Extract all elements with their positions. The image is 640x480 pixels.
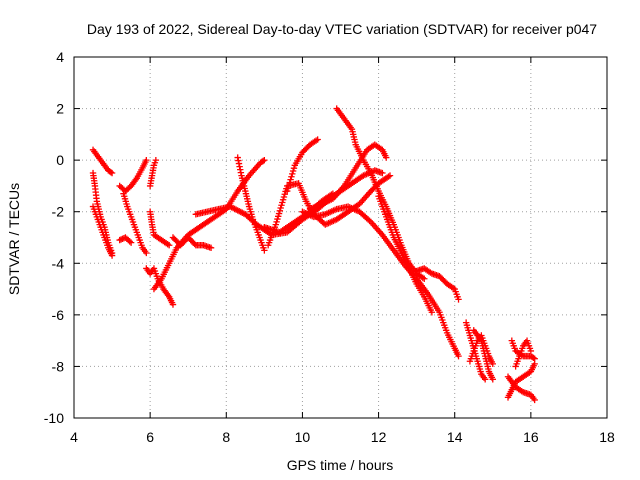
series-arc-03	[89, 203, 116, 259]
data-point	[385, 173, 392, 180]
data-point	[127, 239, 135, 246]
series-arc-08	[146, 208, 173, 249]
x-axis-tick-labels: 4 6 8 10 12 14 16 18	[70, 429, 615, 445]
series-arc-13	[234, 154, 268, 254]
data-points	[89, 105, 538, 404]
data-point	[191, 240, 198, 248]
series-arc-05	[116, 156, 150, 195]
y-tick-label: -6	[52, 307, 65, 323]
data-point	[481, 376, 489, 383]
data-point	[108, 252, 116, 259]
data-point	[284, 187, 291, 195]
x-tick-label: 6	[146, 429, 154, 445]
data-point	[366, 217, 373, 224]
x-tick-label: 16	[523, 429, 539, 445]
data-point	[287, 176, 294, 183]
data-point	[108, 169, 116, 177]
y-axis-tick-labels: -10 -8 -6 -4 -2 0 2 4	[44, 49, 64, 426]
data-point	[261, 247, 268, 254]
data-point	[152, 156, 160, 164]
data-point	[169, 301, 177, 308]
data-point	[489, 376, 496, 383]
data-point	[489, 360, 496, 368]
x-tick-label: 14	[447, 429, 463, 445]
data-point	[261, 156, 268, 164]
data-point	[421, 275, 428, 282]
x-tick-label: 18	[599, 429, 615, 445]
y-tick-label: -8	[52, 358, 65, 374]
data-point	[143, 156, 150, 164]
y-tick-label: 0	[56, 152, 64, 168]
series-arc-20	[375, 193, 436, 316]
series-arc-24	[470, 327, 496, 383]
data-point	[386, 172, 394, 179]
series-arc-28	[512, 337, 535, 370]
data-point	[288, 173, 295, 180]
series-arc-04	[120, 190, 150, 257]
data-point	[527, 347, 535, 355]
data-point	[379, 169, 386, 177]
data-point	[284, 185, 292, 192]
data-point	[107, 168, 115, 176]
data-point	[289, 170, 296, 178]
series-arc-09	[146, 156, 160, 190]
y-tick-label: -4	[52, 255, 65, 271]
x-tick-label: 4	[70, 429, 78, 445]
chart-title: Day 193 of 2022, Sidereal Day-to-day VTE…	[87, 21, 597, 37]
series-arc-21	[413, 265, 462, 303]
data-point	[455, 352, 462, 360]
data-point	[259, 157, 267, 165]
data-point	[126, 238, 133, 245]
series-arc-06	[116, 234, 135, 246]
data-point	[531, 396, 538, 404]
data-point	[531, 355, 538, 362]
data-point	[314, 136, 321, 143]
series-arc-07	[143, 265, 177, 308]
plot-frame	[73, 56, 608, 419]
series-arc-01	[89, 146, 116, 177]
data-point	[285, 182, 293, 189]
y-tick-label: -2	[52, 204, 65, 220]
data-point	[286, 179, 293, 186]
y-tick-label: 4	[56, 49, 64, 65]
x-axis-title: GPS time / hours	[287, 457, 394, 473]
data-point	[143, 249, 150, 257]
y-axis-title: SDTVAR / TECUs	[6, 183, 22, 295]
series-arc-19	[299, 203, 462, 360]
series-arc-27	[504, 373, 538, 404]
series-arc-11	[169, 234, 215, 252]
data-point	[530, 354, 537, 362]
x-tick-label: 12	[371, 429, 387, 445]
data-point	[207, 244, 215, 252]
y-tick-label: -10	[44, 410, 64, 426]
data-point	[382, 154, 390, 161]
data-point	[455, 296, 462, 303]
data-point	[428, 309, 436, 316]
series-arc-16	[284, 136, 321, 195]
x-tick-label: 10	[295, 429, 311, 445]
y-tick-label: 2	[56, 101, 64, 117]
data-point	[289, 167, 297, 175]
data-point	[290, 164, 298, 172]
x-tick-label: 8	[222, 429, 230, 445]
data-point	[165, 242, 173, 249]
